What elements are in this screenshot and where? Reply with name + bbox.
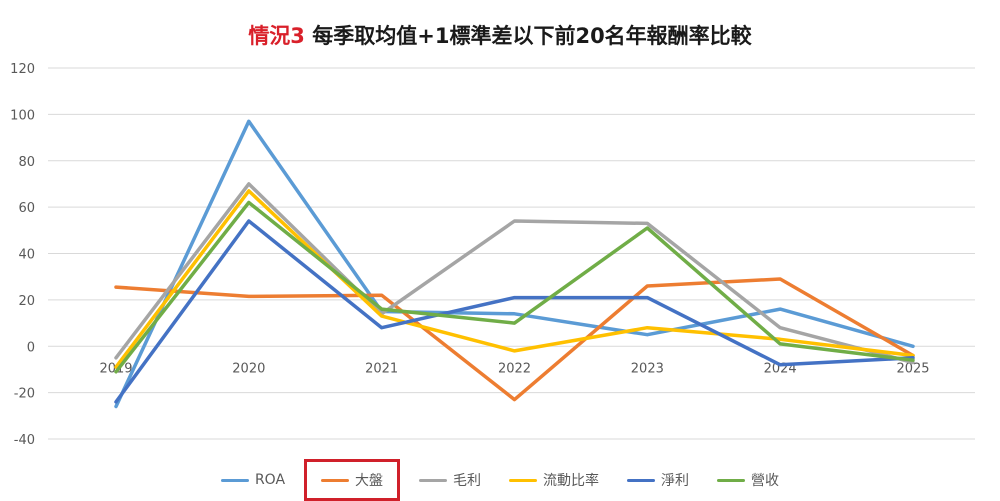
y-tick-label: 40 bbox=[18, 248, 35, 263]
chart-title-text: 每季取均值+1標準差以下前20名年報酬率比較 bbox=[312, 24, 752, 48]
legend-label: 毛利 bbox=[453, 473, 482, 489]
legend-item: 淨利 bbox=[621, 464, 695, 496]
series-line bbox=[114, 189, 915, 369]
series-line bbox=[114, 277, 915, 402]
y-tick-label: 80 bbox=[18, 155, 35, 170]
chart-title-tag: 情況3 bbox=[248, 24, 305, 48]
legend-item: 毛利 bbox=[413, 464, 487, 496]
legend-label: 流動比率 bbox=[543, 473, 600, 489]
y-tick-label: -40 bbox=[14, 433, 35, 448]
y-tick-label: 0 bbox=[27, 340, 35, 355]
y-tick-label: 100 bbox=[10, 108, 35, 123]
legend-swatch bbox=[419, 478, 448, 482]
legend-label: 淨利 bbox=[661, 473, 690, 489]
x-tick-label: 2020 bbox=[232, 361, 265, 376]
legend-item: 大盤 bbox=[304, 459, 401, 501]
legend-item: 營收 bbox=[711, 464, 785, 496]
y-tick-label: 20 bbox=[18, 294, 35, 309]
legend-item: ROA bbox=[215, 466, 291, 494]
y-tick-label: 60 bbox=[18, 201, 35, 216]
legend-swatch bbox=[220, 478, 249, 482]
legend-swatch bbox=[717, 478, 746, 482]
x-tick-label: 2023 bbox=[631, 361, 664, 376]
legend-swatch bbox=[509, 478, 538, 482]
y-tick-label: 120 bbox=[10, 62, 35, 77]
series-line bbox=[114, 182, 915, 365]
y-tick-label: -20 bbox=[14, 387, 35, 402]
chart-title: 情況3 每季取均值+1標準差以下前20名年報酬率比較 bbox=[0, 20, 1000, 50]
legend-swatch bbox=[627, 478, 656, 482]
x-tick-label: 2022 bbox=[498, 361, 531, 376]
legend-label: ROA bbox=[254, 472, 286, 488]
legend: ROA 大盤 毛利 流動比率 淨利 營收 bbox=[0, 459, 1000, 501]
series-line bbox=[114, 219, 915, 404]
legend-label: 營收 bbox=[751, 473, 780, 489]
legend-swatch bbox=[321, 478, 350, 482]
x-tick-label: 2021 bbox=[365, 361, 398, 376]
legend-label: 大盤 bbox=[355, 473, 384, 489]
series-line bbox=[114, 119, 915, 409]
series-line bbox=[114, 200, 915, 374]
legend-item: 流動比率 bbox=[503, 464, 605, 496]
x-tick-label: 2025 bbox=[896, 361, 929, 376]
